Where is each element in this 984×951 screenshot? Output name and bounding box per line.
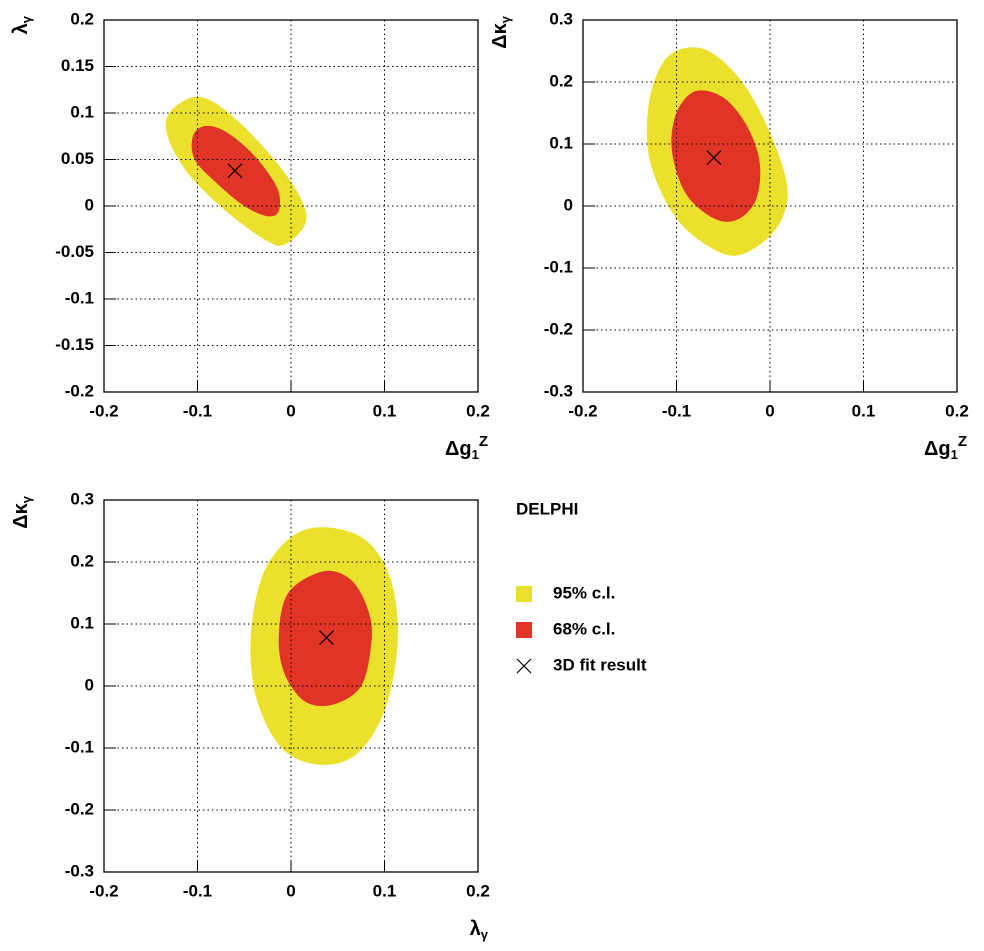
- label-sub: γ: [19, 495, 34, 503]
- label-sup: Z: [958, 433, 967, 450]
- y-tick-label: -0.3: [65, 861, 94, 880]
- y-tick-label: 0.2: [549, 71, 573, 90]
- y-tick-label: 0.1: [70, 613, 94, 632]
- y-tick-label: 0.3: [70, 489, 94, 508]
- y-tick-label: -0.1: [65, 737, 94, 756]
- fit-cross: [706, 150, 722, 166]
- fit-point: [227, 163, 243, 179]
- fit-point: [706, 150, 722, 166]
- x-tick-label: 0: [286, 881, 295, 900]
- x-axis-label: Δg1Z: [924, 433, 967, 462]
- x-tick-label: 0.1: [373, 881, 397, 900]
- label-text: Δκ: [10, 502, 32, 528]
- y-axis-label: Δκγ: [489, 15, 513, 49]
- label-text: Δg: [924, 438, 951, 460]
- y-tick-label: 0: [85, 195, 94, 214]
- y-tick-label: 0.2: [70, 551, 94, 570]
- x-tick-label: -0.1: [183, 401, 212, 420]
- legend-swatch: [516, 586, 532, 602]
- x-tick-label: 0.2: [466, 401, 490, 420]
- y-tick-label: 0.05: [61, 149, 94, 168]
- fit-cross: [319, 630, 334, 646]
- plot-frame: [103, 499, 479, 873]
- x-tick-label: -0.1: [662, 401, 691, 420]
- x-tick-label: -0.1: [183, 881, 212, 900]
- plot-frame: [103, 19, 479, 393]
- legend-label: 95% c.l.: [553, 583, 615, 602]
- y-tick-label: -0.1: [544, 257, 573, 276]
- legend-swatch: [516, 622, 532, 638]
- fit-cross: [227, 163, 243, 179]
- label-sub: γ: [481, 927, 489, 942]
- x-tick-label: -0.2: [89, 881, 118, 900]
- y-tick-label: 0.1: [549, 133, 573, 152]
- x-tick-label: -0.2: [89, 401, 118, 420]
- fit-point: [319, 630, 334, 646]
- legend-label: 3D fit result: [553, 655, 647, 674]
- y-tick-label: -0.2: [544, 319, 573, 338]
- x-tick-label: 0.1: [852, 401, 876, 420]
- x-tick-label: 0.2: [466, 881, 490, 900]
- label-sub: 1: [951, 447, 958, 462]
- y-tick-label: 0.2: [70, 9, 94, 28]
- x-tick-label: 0: [286, 401, 295, 420]
- x-tick-label: 0.2: [945, 401, 969, 420]
- y-axis-label: λγ: [10, 15, 34, 34]
- y-tick-label: -0.3: [544, 381, 573, 400]
- y-tick-label: 0.15: [61, 56, 94, 75]
- x-axis-label: Δg1Z: [445, 433, 488, 462]
- label-text: λ: [470, 918, 481, 940]
- y-tick-label: -0.15: [55, 335, 94, 354]
- x-tick-label: -0.2: [568, 401, 597, 420]
- x-tick-label: 0.1: [373, 401, 397, 420]
- y-axis-label: Δκγ: [10, 495, 34, 529]
- x-axis-label: λγ: [470, 918, 489, 942]
- legend-label: 68% c.l.: [553, 619, 615, 638]
- y-tick-label: 0.3: [549, 9, 573, 28]
- label-text: Δκ: [489, 22, 511, 48]
- label-sub: γ: [19, 15, 34, 23]
- y-tick-label: -0.05: [55, 242, 94, 261]
- y-tick-label: -0.2: [65, 799, 94, 818]
- y-tick-label: 0: [564, 195, 573, 214]
- label-text: λ: [10, 23, 32, 34]
- y-tick-label: 0.1: [70, 102, 94, 121]
- y-tick-label: 0: [85, 675, 94, 694]
- x-tick-label: 0: [765, 401, 774, 420]
- label-sub: γ: [498, 15, 513, 23]
- y-tick-label: -0.2: [65, 381, 94, 400]
- legend-title: DELPHI: [516, 499, 578, 518]
- label-text: Δg: [445, 438, 472, 460]
- plot-frame: [582, 19, 958, 393]
- label-sup: Z: [479, 433, 488, 450]
- label-sub: 1: [472, 447, 479, 462]
- y-tick-label: -0.1: [65, 288, 94, 307]
- legend-cross: [516, 658, 532, 674]
